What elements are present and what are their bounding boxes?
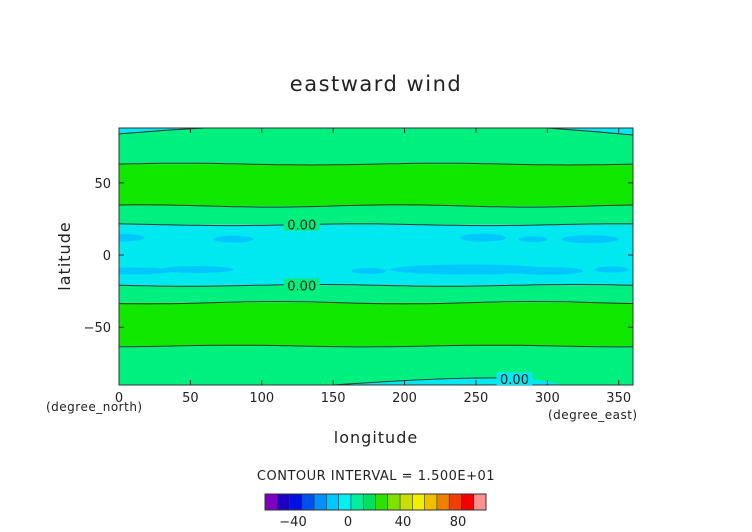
contour-line-5 <box>119 344 633 348</box>
colorbar-swatch-7 <box>350 494 364 510</box>
axis-ticks: 0 50 100 150 200 250 300 350 −50 0 50 <box>84 128 633 406</box>
contour-band-0 <box>119 128 633 165</box>
contour-labels: 0.00 0.00 0.00 <box>283 217 533 388</box>
contour-band-4 <box>119 285 633 303</box>
patch-9 <box>161 265 234 273</box>
y-tick-label--50: −50 <box>84 321 111 336</box>
x-tick-label-50: 50 <box>182 391 199 406</box>
x-axis-label: longitude <box>334 428 418 447</box>
colorbar-swatch-16 <box>461 494 475 510</box>
colorbar-swatch-10 <box>387 494 401 510</box>
contour-line-top-right <box>547 128 633 136</box>
contour-bands <box>119 128 633 385</box>
colorbar-swatch-2 <box>289 494 303 510</box>
x-tick-label-100: 100 <box>249 391 274 406</box>
x-tick-label-300: 300 <box>535 391 560 406</box>
patch-8 <box>119 267 174 275</box>
x-tick-label-200: 200 <box>392 391 417 406</box>
colorbar-swatch-3 <box>301 494 315 510</box>
contour-interval-label: CONTOUR INTERVAL = 1.500E+01 <box>257 469 495 484</box>
contour-line-0 <box>119 162 633 166</box>
contour-label-0: 0.00 <box>287 219 316 234</box>
contour-band-1 <box>119 164 633 206</box>
colorbar-swatch-9 <box>375 494 389 510</box>
patch-11 <box>390 264 548 275</box>
colorbar-swatch-17 <box>473 494 487 510</box>
patch-12 <box>511 266 584 275</box>
patch-7 <box>518 236 548 243</box>
patch-0 <box>119 128 205 134</box>
colorbar-swatch-11 <box>400 494 413 510</box>
x-tick-label-0: 0 <box>115 391 123 406</box>
colorbar-swatch-12 <box>412 494 425 510</box>
x-tick-label-250: 250 <box>464 391 489 406</box>
contour-band-3 <box>119 224 633 286</box>
colorbar-swatch-0 <box>265 494 278 510</box>
contour-line-3 <box>119 284 633 287</box>
contour-label-bg-1 <box>283 278 320 292</box>
x-tick-label-150: 150 <box>321 391 346 406</box>
colorbar-swatch-13 <box>424 494 438 510</box>
y-unit-label: (degree_north) <box>46 400 143 414</box>
colorbar: −40 0 40 80 <box>264 493 487 530</box>
patch-13 <box>594 266 629 273</box>
colorbar-tick-label-2: 40 <box>395 515 412 530</box>
patch-1 <box>547 128 633 135</box>
contour-band-6 <box>119 346 633 385</box>
colorbar-swatch-15 <box>449 494 462 510</box>
contour-label-2: 0.00 <box>500 373 529 388</box>
contour-line-2 <box>119 223 633 227</box>
colorbar-tick-label-3: 80 <box>450 515 467 530</box>
y-axis-label: latitude <box>55 221 74 290</box>
x-tick-label-350: 350 <box>606 391 631 406</box>
patch-5 <box>460 233 506 242</box>
y-tick-label-50: 50 <box>94 177 111 192</box>
patch-3 <box>119 233 145 242</box>
colorbar-swatch-14 <box>436 494 450 510</box>
contour-band-2 <box>119 205 633 225</box>
patch-4 <box>213 235 254 243</box>
colorbar-swatch-4 <box>314 494 327 510</box>
contour-label-bg-2 <box>496 372 533 386</box>
colorbar-swatch-5 <box>326 494 339 510</box>
y-tick-label-0: 0 <box>103 249 111 264</box>
x-unit-label: (degree_east) <box>548 408 638 422</box>
contour-label-bg-0 <box>283 217 320 231</box>
contour-band-5 <box>119 302 633 347</box>
colorbar-tick-label-1: 0 <box>344 515 352 530</box>
contour-line-4 <box>119 300 633 305</box>
colorbar-swatch-8 <box>363 494 376 510</box>
contour-lines <box>119 128 633 385</box>
colorbar-tick-label-0: −40 <box>279 515 306 530</box>
plot-area <box>119 128 633 385</box>
contour-line-bottom <box>333 377 505 385</box>
chart-title: eastward wind <box>290 72 462 96</box>
contour-label-1: 0.00 <box>287 279 316 294</box>
colorbar-swatch-6 <box>338 494 352 510</box>
patch-6 <box>561 235 619 244</box>
plot-frame <box>118 127 634 386</box>
colorbar-swatch-1 <box>277 494 290 510</box>
contour-line-1 <box>119 204 633 208</box>
patch-10 <box>351 267 386 274</box>
